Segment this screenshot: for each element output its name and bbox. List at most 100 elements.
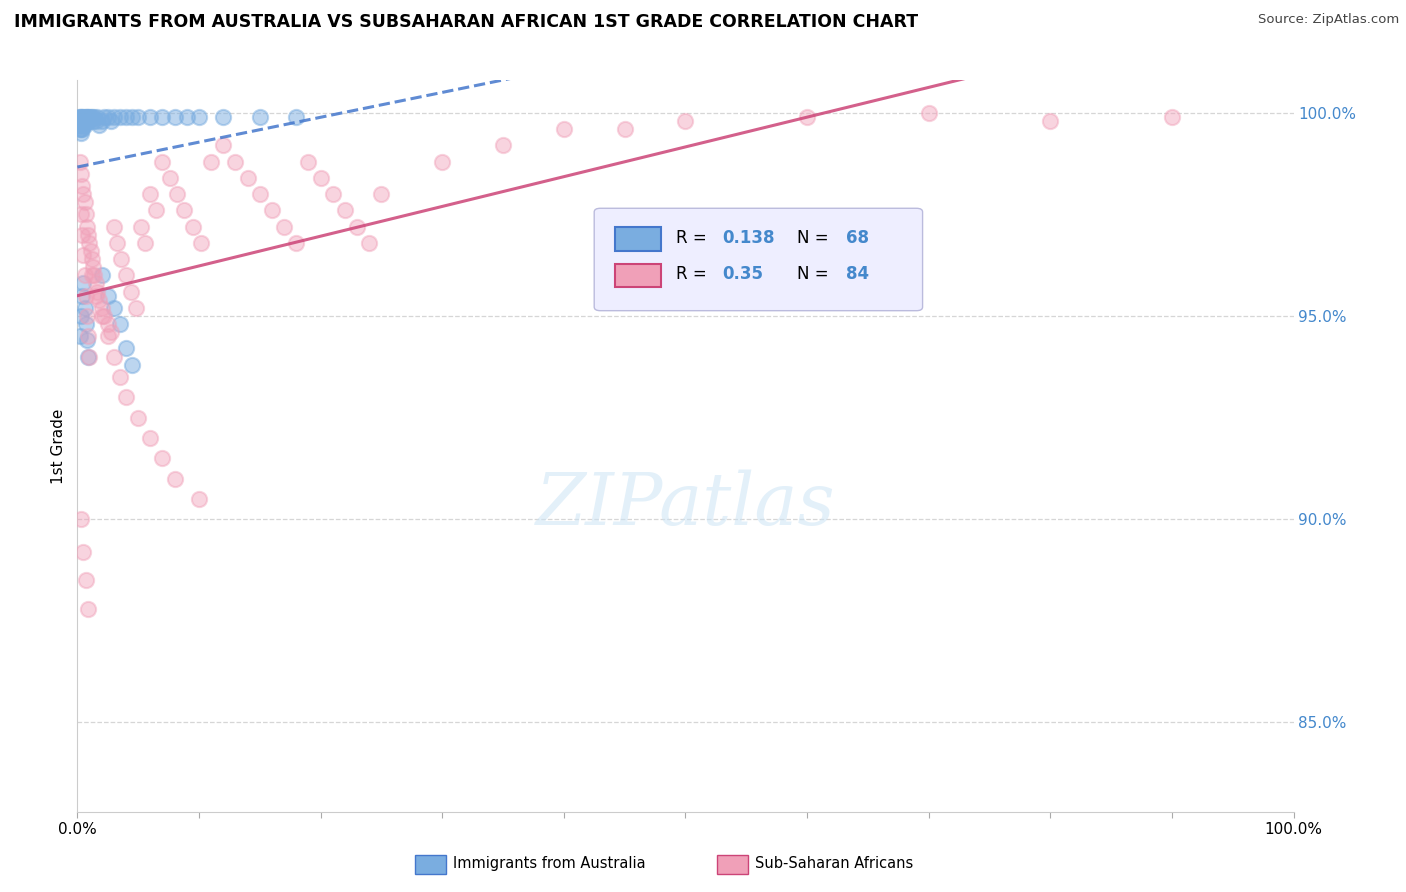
Point — [553, 122, 575, 136]
Point — [188, 110, 211, 124]
Point — [69, 110, 91, 124]
Point — [83, 110, 105, 124]
Point — [121, 110, 143, 124]
Point — [72, 277, 94, 291]
Bar — [614, 227, 661, 251]
Point — [76, 114, 98, 128]
Point — [86, 110, 108, 124]
Point — [108, 110, 131, 124]
Point — [190, 235, 212, 250]
Point — [120, 285, 142, 299]
Point — [89, 293, 111, 307]
Point — [173, 203, 195, 218]
Point — [90, 268, 112, 283]
Point — [70, 207, 93, 221]
Point — [77, 110, 100, 124]
Point — [159, 170, 181, 185]
Point — [70, 110, 93, 124]
Point — [163, 471, 186, 485]
Point — [70, 110, 93, 124]
Point — [70, 178, 93, 193]
Point — [613, 122, 636, 136]
Point — [97, 288, 120, 302]
Point — [103, 301, 125, 315]
Point — [145, 203, 167, 218]
Point — [90, 301, 112, 315]
Point — [70, 126, 93, 140]
Point — [83, 268, 105, 283]
Point — [73, 301, 96, 315]
Point — [73, 118, 96, 132]
Point — [80, 268, 103, 283]
Point — [918, 105, 941, 120]
Point — [134, 235, 156, 250]
Point — [75, 114, 97, 128]
Point — [103, 219, 125, 234]
Point — [72, 114, 94, 128]
Point — [84, 114, 107, 128]
Point — [70, 114, 93, 128]
Text: Immigrants from Australia: Immigrants from Australia — [453, 856, 645, 871]
Point — [70, 122, 93, 136]
Point — [121, 358, 143, 372]
Point — [75, 317, 97, 331]
Point — [67, 114, 90, 128]
Point — [76, 219, 98, 234]
Point — [75, 573, 97, 587]
Point — [492, 138, 515, 153]
Point — [285, 235, 308, 250]
Point — [93, 110, 115, 124]
Point — [115, 342, 138, 356]
Point — [100, 325, 122, 339]
Text: 68: 68 — [846, 228, 869, 246]
Point — [70, 227, 93, 242]
Text: 84: 84 — [846, 265, 869, 283]
Point — [675, 114, 697, 128]
Text: R =: R = — [676, 228, 711, 246]
Point — [72, 187, 94, 202]
Point — [93, 309, 115, 323]
Point — [125, 301, 148, 315]
Point — [80, 110, 103, 124]
Point — [75, 207, 97, 221]
Point — [82, 114, 104, 128]
Text: Sub-Saharan Africans: Sub-Saharan Africans — [755, 856, 914, 871]
Point — [97, 110, 120, 124]
Point — [80, 244, 103, 258]
Point — [115, 110, 138, 124]
Point — [212, 110, 235, 124]
Point — [108, 370, 131, 384]
Point — [70, 118, 93, 132]
Point — [72, 110, 94, 124]
Point — [139, 110, 162, 124]
Point — [176, 110, 198, 124]
Point — [346, 219, 368, 234]
Point — [97, 317, 120, 331]
Point — [273, 219, 295, 234]
Point — [297, 154, 319, 169]
Point — [79, 350, 101, 364]
Point — [73, 268, 96, 283]
Point — [432, 154, 454, 169]
Point — [70, 309, 93, 323]
Point — [370, 187, 392, 202]
Point — [115, 390, 138, 404]
Point — [79, 235, 101, 250]
Point — [69, 154, 91, 169]
Point — [80, 252, 103, 266]
Text: R =: R = — [676, 265, 711, 283]
Point — [70, 114, 93, 128]
Point — [139, 187, 162, 202]
Point — [67, 118, 90, 132]
Point — [70, 118, 93, 132]
Text: N =: N = — [797, 228, 834, 246]
Point — [322, 187, 344, 202]
Point — [100, 114, 122, 128]
Point — [77, 329, 100, 343]
Point — [76, 110, 98, 124]
Point — [181, 219, 204, 234]
Point — [152, 451, 174, 466]
Point — [200, 154, 222, 169]
Point — [72, 248, 94, 262]
Point — [107, 235, 129, 250]
